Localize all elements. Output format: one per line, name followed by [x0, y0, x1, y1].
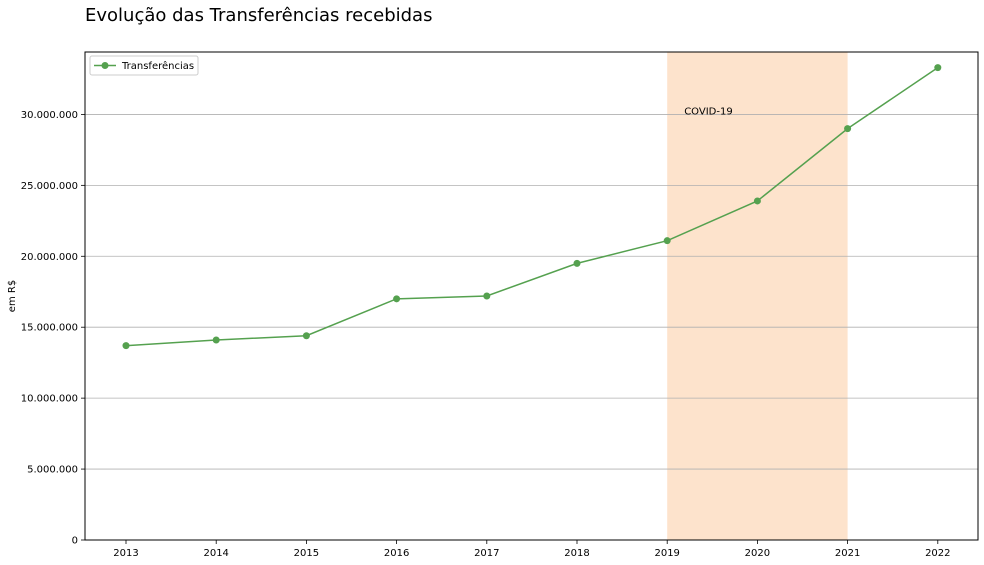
data-point — [122, 342, 130, 350]
data-point — [302, 332, 310, 340]
y-axis-label: em R$ — [7, 280, 18, 312]
y-tick-label: 25.000.000 — [21, 181, 78, 192]
y-tick-label: 30.000.000 — [21, 110, 78, 121]
data-point — [934, 64, 942, 72]
data-point — [393, 295, 401, 303]
data-point — [663, 237, 671, 245]
legend-label: Transferências — [121, 60, 194, 72]
x-tick-label: 2020 — [745, 548, 770, 559]
data-point — [212, 336, 220, 344]
x-tick-label: 2017 — [474, 548, 499, 559]
x-tick-label: 2021 — [835, 548, 860, 559]
data-point — [753, 197, 761, 205]
x-tick-label: 2013 — [113, 548, 138, 559]
covid-annotation: COVID-19 — [684, 107, 733, 118]
x-tick-label: 2016 — [384, 548, 409, 559]
x-tick-label: 2015 — [294, 548, 319, 559]
x-tick-label: 2018 — [564, 548, 589, 559]
data-point — [844, 125, 852, 133]
y-tick-label: 20.000.000 — [21, 252, 78, 263]
chart-title: Evolução das Transferências recebidas — [85, 5, 433, 26]
plot-frame — [84, 51, 979, 541]
data-point — [573, 259, 581, 267]
y-tick-label: 5.000.000 — [27, 465, 78, 476]
y-tick-label: 10.000.000 — [21, 394, 78, 405]
x-tick-label: 2019 — [654, 548, 679, 559]
x-tick-label: 2022 — [925, 548, 950, 559]
series-line — [125, 66, 939, 347]
covid-highlight-span — [667, 52, 848, 540]
legend-box — [89, 55, 199, 76]
x-tick-label: 2014 — [203, 548, 228, 559]
legend: Transferências — [89, 55, 199, 76]
y-tick-label: 15.000.000 — [21, 323, 78, 334]
legend-marker — [101, 62, 109, 69]
data-point — [483, 292, 491, 300]
y-tick-label: 0 — [72, 536, 78, 547]
